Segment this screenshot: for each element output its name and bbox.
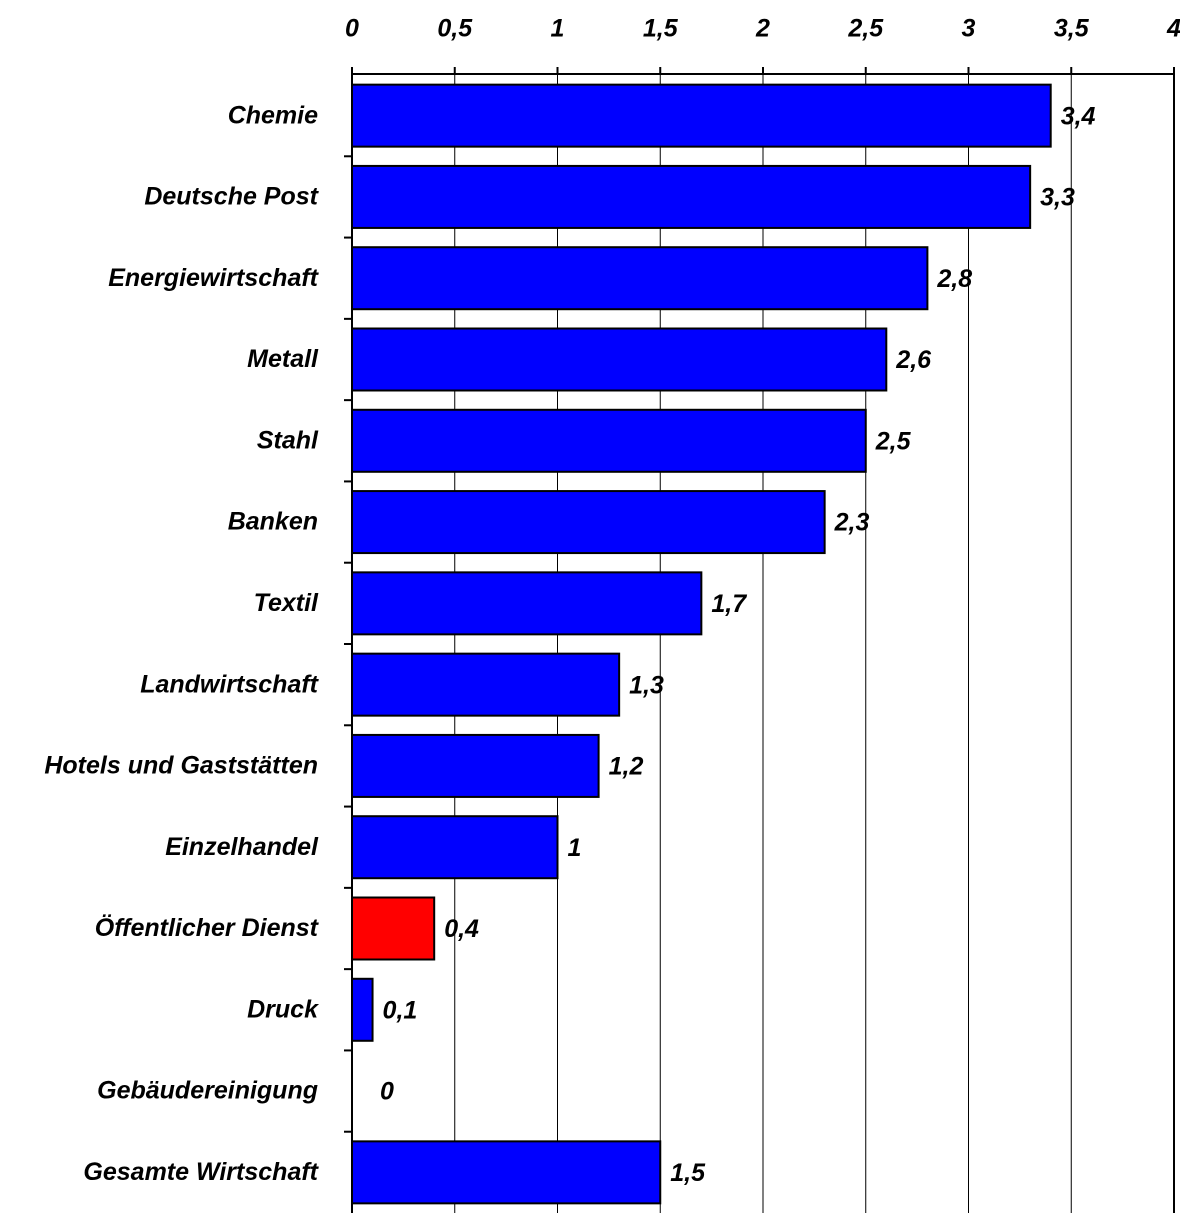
bar (351, 327, 888, 392)
value-label: 2,5 (875, 427, 912, 455)
bar (351, 490, 826, 555)
bar (351, 571, 703, 636)
bar (351, 977, 374, 1042)
value-label: 1,5 (670, 1159, 706, 1187)
x-tick-label: 2 (755, 15, 770, 43)
y-tick-label: Chemie (228, 101, 318, 129)
bar (351, 246, 929, 311)
x-tick-label: 3,5 (1054, 15, 1090, 43)
x-tick-label: 3 (962, 15, 976, 43)
bar (351, 652, 621, 717)
value-label: 0,1 (383, 996, 418, 1024)
y-tick-label: Energiewirtschaft (108, 264, 319, 292)
y-tick-label: Hotels und Gaststätten (44, 752, 318, 780)
y-tick-label: Banken (228, 508, 318, 536)
y-tick-label: Deutsche Post (144, 183, 319, 211)
y-tick-label: Stahl (257, 426, 319, 454)
value-label: 2,3 (834, 509, 870, 537)
y-tick-label: Gebäudereinigung (97, 1077, 318, 1105)
x-tick-label: 0 (345, 15, 359, 43)
value-label: 3,4 (1061, 102, 1096, 130)
value-label: 0,4 (444, 915, 479, 943)
value-label: 0 (380, 1078, 394, 1106)
y-tick-label: Textil (254, 589, 319, 617)
bar (351, 733, 600, 798)
value-label: 1 (568, 834, 582, 862)
bar (351, 815, 559, 880)
value-label: 1,2 (609, 753, 644, 781)
y-tick-label: Einzelhandel (165, 833, 319, 861)
x-tick-label: 1,5 (643, 15, 679, 43)
y-tick-label: Landwirtschaft (140, 670, 319, 698)
value-label: 2,8 (936, 265, 972, 293)
y-tick-label: Öffentlicher Dienst (95, 913, 320, 942)
y-tick-label: Gesamte Wirtschaft (83, 1158, 319, 1186)
x-tick-label: 4 (1166, 15, 1180, 43)
value-label: 2,6 (895, 346, 932, 374)
y-tick-label: Druck (247, 995, 319, 1023)
value-label: 3,3 (1040, 184, 1075, 212)
bar (351, 83, 1052, 148)
x-tick-label: 2,5 (847, 15, 884, 43)
x-tick-label: 1 (551, 15, 565, 43)
y-tick-label: Metall (247, 345, 319, 373)
bar (351, 164, 1032, 229)
bar (351, 1140, 662, 1205)
bar (351, 896, 436, 961)
value-label: 1,7 (711, 590, 747, 618)
x-tick-label: 0,5 (437, 15, 473, 43)
bar (351, 408, 867, 473)
value-label: 1,3 (629, 671, 664, 699)
